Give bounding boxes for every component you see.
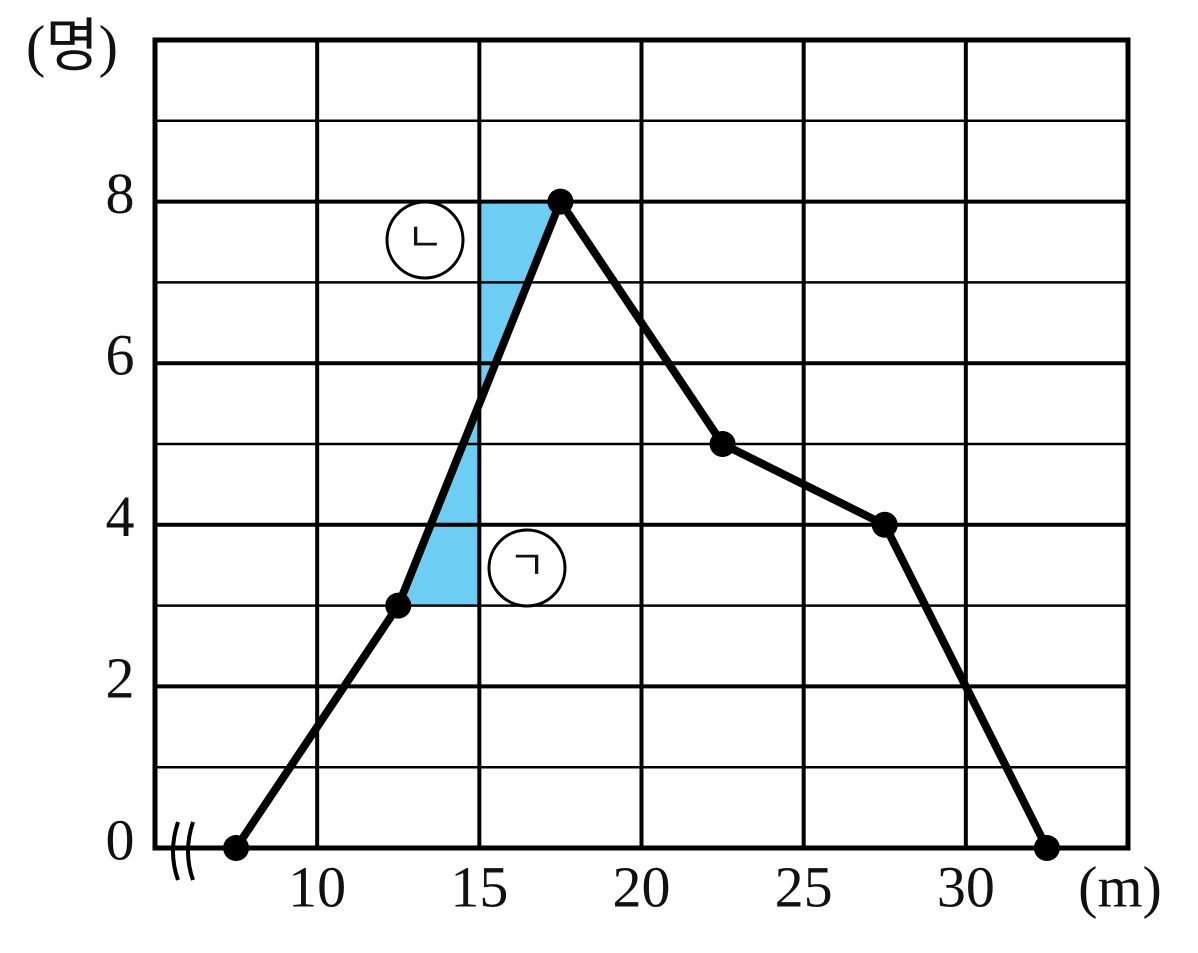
point [1033,835,1060,861]
line [232,197,1051,851]
x-tick-label: 30 [937,854,995,919]
y-tick-label: 4 [106,484,135,549]
axis-break [171,821,195,881]
annotation-circle [487,528,567,608]
point [871,511,898,538]
point [547,188,574,215]
x-tick-label: 25 [775,854,833,919]
y-axis-unit: (명) [26,13,118,78]
annotation: ㄴ [407,215,444,261]
y-tick-label: 0 [106,807,135,872]
y-tick-label: 6 [106,323,135,388]
point [709,431,736,457]
annotation-circle [385,200,465,280]
x-tick-label: 10 [288,854,346,919]
y-tick-label: 2 [106,646,135,711]
point [385,592,412,619]
x-tick-label: 20 [613,854,671,919]
plot-frame [152,37,1131,851]
annotation: ㄱ [509,543,546,589]
point [223,835,250,861]
x-tick-label: 15 [450,854,508,919]
y-tick-label: 8 [106,161,135,226]
x-axis-unit: (m) [1078,854,1162,919]
